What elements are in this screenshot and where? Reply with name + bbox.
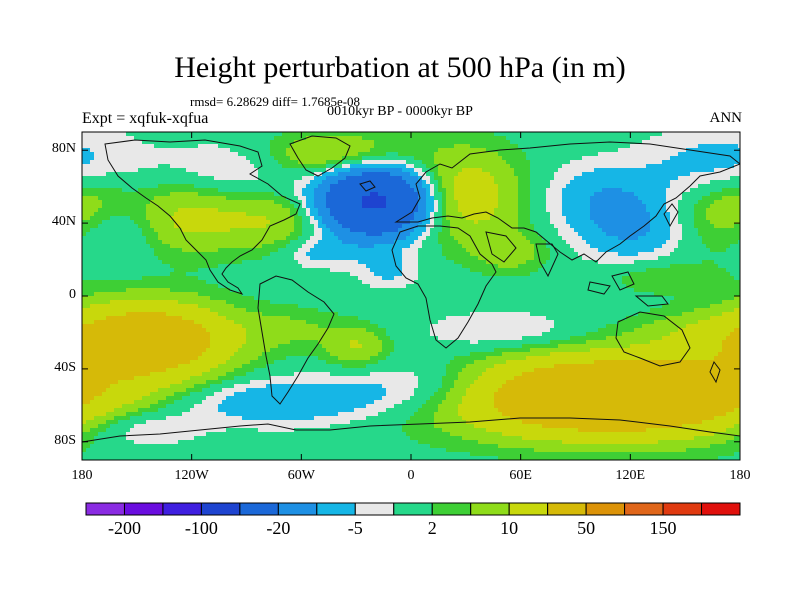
longitude-label: 120E: [615, 468, 646, 483]
colorbar-swatch: [470, 502, 510, 516]
longitude-label: 180: [729, 468, 751, 483]
colorbar: [85, 502, 741, 516]
longitude-label: 120W: [174, 468, 209, 483]
colorbar-swatch: [662, 502, 703, 516]
chart-title: Height perturbation at 500 hPa (in m): [174, 51, 626, 84]
longitude-label: 180: [71, 468, 93, 483]
colorbar-swatch: [547, 502, 587, 516]
colorbar-label: -5: [347, 518, 363, 538]
season-label: ANN: [709, 110, 743, 126]
colorbar-label: 150: [649, 518, 677, 538]
latitude-label: 40N: [51, 214, 76, 230]
latitude-label: 40S: [54, 359, 76, 375]
period-label: 0010kyr BP - 0000kyr BP: [327, 104, 473, 119]
colorbar-swatch: [354, 502, 395, 516]
anomaly-field: [82, 132, 740, 460]
colorbar-swatch: [239, 502, 279, 516]
longitude-label: 60E: [509, 468, 532, 483]
latitude-label: 80S: [54, 432, 76, 448]
colorbar-swatch: [701, 502, 741, 516]
latitude-label: 0: [69, 287, 76, 302]
longitude-label: 0: [407, 468, 415, 483]
colorbar-swatch: [624, 502, 664, 516]
colorbar-swatch: [316, 502, 356, 516]
colorbar-swatch: [277, 502, 318, 516]
colorbar-swatch: [200, 502, 241, 516]
colorbar-label: -100: [184, 518, 218, 538]
colorbar-label: 2: [427, 518, 437, 538]
colorbar-swatch: [431, 502, 472, 516]
stats-line: rmsd= 6.28629 diff= 1.7685e-08: [190, 94, 361, 109]
longitude-label: 60W: [287, 468, 315, 483]
colorbar-swatch: [85, 502, 125, 516]
colorbar-swatch: [162, 502, 202, 516]
colorbar-label: -200: [107, 518, 141, 538]
colorbar-swatch: [585, 502, 626, 516]
colorbar-swatch: [123, 502, 164, 516]
colorbar-swatch: [393, 502, 433, 516]
latitude-label: 80N: [51, 141, 76, 157]
colorbar-label: -20: [266, 518, 291, 538]
coastlines: [82, 135, 740, 443]
experiment-label: Expt = xqfuk-xqfua: [82, 110, 209, 127]
colorbar-label: 10: [500, 518, 519, 538]
colorbar-label: 50: [577, 518, 596, 538]
colorbar-swatch: [508, 502, 549, 516]
